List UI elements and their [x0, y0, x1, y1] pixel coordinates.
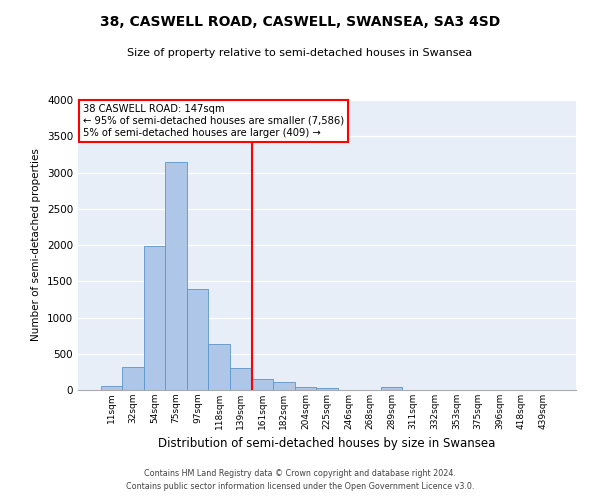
Bar	[101, 386, 122, 390]
Bar	[251, 380, 273, 390]
Bar	[187, 289, 208, 390]
Y-axis label: Number of semi-detached properties: Number of semi-detached properties	[31, 148, 41, 342]
Bar	[273, 382, 295, 390]
Bar	[381, 387, 403, 390]
Text: 38, CASWELL ROAD, CASWELL, SWANSEA, SA3 4SD: 38, CASWELL ROAD, CASWELL, SWANSEA, SA3 …	[100, 15, 500, 29]
Bar	[122, 367, 144, 390]
Text: Contains public sector information licensed under the Open Government Licence v3: Contains public sector information licen…	[126, 482, 474, 491]
Text: 38 CASWELL ROAD: 147sqm
← 95% of semi-detached houses are smaller (7,586)
5% of : 38 CASWELL ROAD: 147sqm ← 95% of semi-de…	[83, 104, 344, 138]
Bar	[316, 388, 338, 390]
Bar	[208, 344, 230, 390]
Bar	[230, 368, 251, 390]
X-axis label: Distribution of semi-detached houses by size in Swansea: Distribution of semi-detached houses by …	[158, 438, 496, 450]
Bar	[166, 162, 187, 390]
Bar	[144, 246, 166, 390]
Bar	[295, 386, 316, 390]
Text: Contains HM Land Registry data © Crown copyright and database right 2024.: Contains HM Land Registry data © Crown c…	[144, 468, 456, 477]
Text: Size of property relative to semi-detached houses in Swansea: Size of property relative to semi-detach…	[127, 48, 473, 58]
